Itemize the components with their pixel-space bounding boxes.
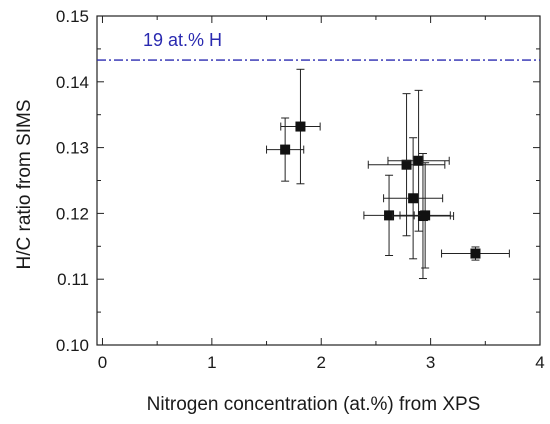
x-tick-label: 0 bbox=[98, 353, 107, 372]
square-marker bbox=[384, 210, 395, 221]
y-tick-label: 0.14 bbox=[56, 73, 89, 92]
x-axis: 0 1 2 3 4 bbox=[98, 16, 545, 372]
data-point bbox=[441, 246, 510, 261]
y-tick-label: 0.12 bbox=[56, 204, 89, 223]
square-marker bbox=[413, 155, 424, 166]
y-tick-label: 0.10 bbox=[56, 336, 89, 355]
x-tick-label: 2 bbox=[317, 353, 326, 372]
data-point bbox=[266, 117, 305, 182]
data-point bbox=[399, 162, 451, 269]
square-marker bbox=[420, 210, 431, 221]
reference-line-label: 19 at.% H bbox=[143, 30, 222, 50]
square-marker bbox=[280, 144, 291, 155]
square-marker bbox=[408, 193, 419, 204]
square-marker bbox=[470, 248, 481, 259]
y-axis-label: H/C ratio from SIMS bbox=[14, 100, 35, 270]
data-point bbox=[383, 137, 444, 260]
data-point bbox=[280, 68, 321, 185]
data-point bbox=[387, 89, 450, 232]
x-tick-label: 1 bbox=[207, 353, 216, 372]
y-tick-label: 0.11 bbox=[57, 270, 89, 289]
reference-line: 19 at.% H bbox=[97, 30, 540, 61]
axes-frame bbox=[96, 15, 541, 346]
square-marker bbox=[401, 159, 412, 170]
square-marker bbox=[295, 121, 306, 132]
y-tick-label: 0.13 bbox=[56, 139, 89, 158]
x-axis-label: Nitrogen concentration (at.%) from XPS bbox=[147, 394, 481, 415]
y-tick-label: 0.15 bbox=[56, 7, 89, 26]
plot-frame bbox=[96, 15, 541, 346]
y-axis: 0.10 0.11 0.12 0.13 0.14 0.15 bbox=[56, 7, 540, 355]
data-points bbox=[266, 68, 510, 280]
x-tick-label: 4 bbox=[535, 353, 544, 372]
data-point bbox=[367, 93, 446, 237]
x-tick-label: 3 bbox=[426, 353, 435, 372]
